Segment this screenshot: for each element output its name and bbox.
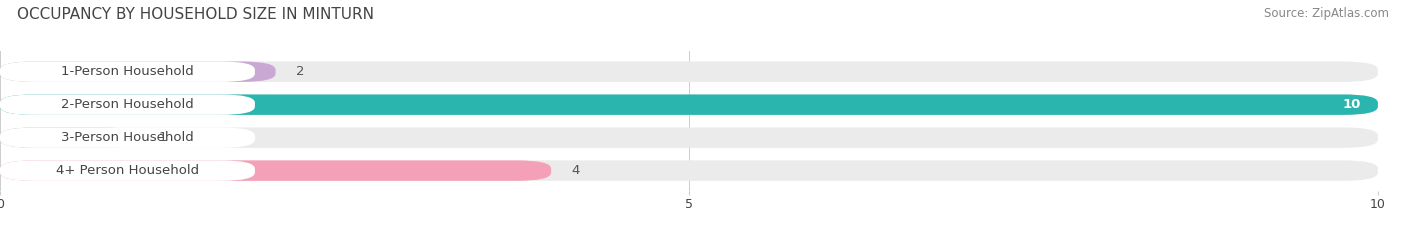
Text: 2-Person Household: 2-Person Household (60, 98, 194, 111)
Text: Source: ZipAtlas.com: Source: ZipAtlas.com (1264, 7, 1389, 20)
FancyBboxPatch shape (0, 160, 254, 181)
Text: 10: 10 (1343, 98, 1361, 111)
FancyBboxPatch shape (0, 127, 138, 148)
FancyBboxPatch shape (0, 94, 1378, 115)
Text: 1: 1 (159, 131, 167, 144)
FancyBboxPatch shape (0, 127, 254, 148)
Text: OCCUPANCY BY HOUSEHOLD SIZE IN MINTURN: OCCUPANCY BY HOUSEHOLD SIZE IN MINTURN (17, 7, 374, 22)
FancyBboxPatch shape (0, 62, 254, 82)
FancyBboxPatch shape (0, 94, 254, 115)
Text: 1-Person Household: 1-Person Household (60, 65, 194, 78)
Text: 4: 4 (572, 164, 581, 177)
FancyBboxPatch shape (0, 94, 1378, 115)
Text: 3-Person Household: 3-Person Household (60, 131, 194, 144)
FancyBboxPatch shape (0, 160, 551, 181)
Text: 2: 2 (297, 65, 305, 78)
FancyBboxPatch shape (0, 160, 1378, 181)
FancyBboxPatch shape (0, 127, 1378, 148)
FancyBboxPatch shape (0, 62, 1378, 82)
Text: 4+ Person Household: 4+ Person Household (56, 164, 200, 177)
FancyBboxPatch shape (0, 62, 276, 82)
